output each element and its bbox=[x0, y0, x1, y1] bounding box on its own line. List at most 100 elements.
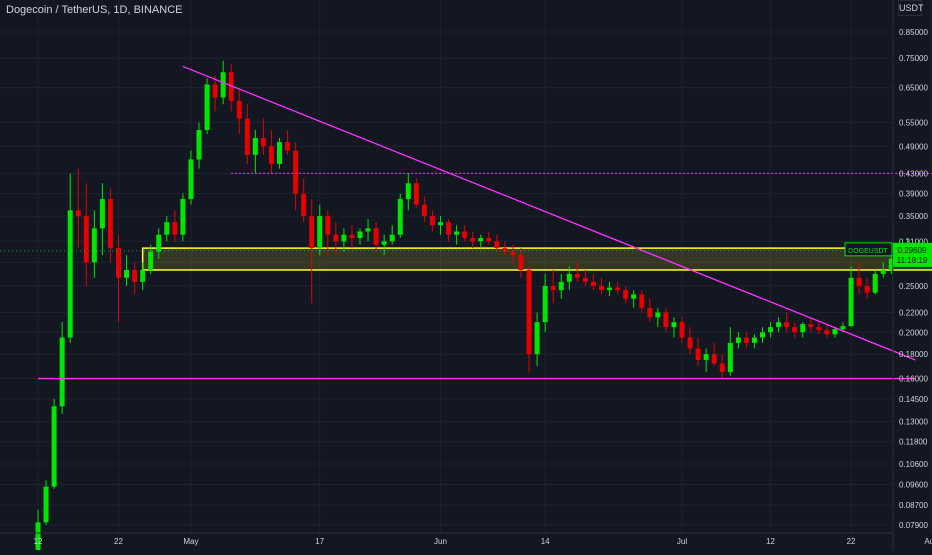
y-tick-label: 0.22000 bbox=[899, 308, 928, 317]
candle-body bbox=[631, 294, 637, 299]
price-tag-countdown: 11:18:19 bbox=[897, 256, 928, 265]
candle-body bbox=[671, 322, 677, 328]
candle-body bbox=[172, 222, 178, 235]
x-tick-label: Jun bbox=[434, 537, 447, 546]
candle-body bbox=[679, 322, 685, 338]
y-tick-label: 0.25000 bbox=[899, 282, 928, 291]
candle-body bbox=[381, 241, 387, 245]
candle-body bbox=[51, 406, 57, 487]
candle-body bbox=[558, 281, 564, 291]
candle-body bbox=[301, 193, 307, 217]
candle-body bbox=[848, 277, 854, 327]
candle-body bbox=[140, 269, 146, 282]
candle-body bbox=[518, 255, 524, 270]
x-tick-label: 22 bbox=[114, 537, 123, 546]
candle-body bbox=[510, 251, 516, 256]
candle-body bbox=[768, 327, 774, 333]
y-tick-label: 0.20000 bbox=[899, 328, 928, 337]
candle-body bbox=[663, 312, 669, 328]
candle-body bbox=[116, 248, 121, 278]
candle-body bbox=[808, 324, 814, 328]
x-tick-label: 17 bbox=[315, 537, 324, 546]
candle-body bbox=[268, 146, 274, 164]
candle-body bbox=[864, 285, 870, 293]
y-tick-label: 0.08700 bbox=[899, 501, 928, 510]
candle-body bbox=[486, 237, 492, 242]
y-tick-label: 0.09600 bbox=[899, 481, 928, 490]
candle-body bbox=[405, 183, 411, 200]
candle-body bbox=[727, 342, 733, 373]
candle-body bbox=[615, 287, 621, 291]
candle-body bbox=[792, 327, 798, 333]
trendlines-group: 0.43 bbox=[0, 65, 932, 380]
candle-body bbox=[784, 322, 790, 328]
candle-body bbox=[607, 287, 613, 291]
candle-body bbox=[816, 327, 822, 331]
candle-body bbox=[260, 138, 266, 147]
candle-body bbox=[623, 290, 629, 299]
candle-body bbox=[824, 330, 830, 335]
ticker-tag-label: DOGEUSDT bbox=[848, 248, 888, 255]
candle-body bbox=[687, 337, 693, 349]
candle-body bbox=[107, 199, 113, 249]
candle-body bbox=[550, 285, 556, 291]
x-tick-label: 22 bbox=[847, 537, 856, 546]
candle-body bbox=[204, 84, 210, 131]
candle-body bbox=[639, 294, 645, 308]
x-tick-label: Aug bbox=[924, 537, 932, 546]
candle-body bbox=[888, 258, 894, 270]
currency-button[interactable]: USDT bbox=[898, 0, 924, 16]
candle-body bbox=[228, 72, 234, 101]
candle-body bbox=[83, 216, 89, 263]
candle-body bbox=[647, 307, 653, 318]
candle-body bbox=[156, 234, 162, 252]
support-resistance-zone bbox=[141, 247, 932, 271]
candle-body bbox=[760, 332, 765, 338]
candle-body bbox=[333, 234, 339, 242]
grid-lines bbox=[0, 0, 932, 533]
candle-body bbox=[832, 329, 838, 335]
price-tag-box bbox=[893, 242, 932, 267]
y-tick-label: 0.43000 bbox=[899, 169, 928, 178]
candle-body bbox=[236, 100, 242, 119]
candle-body bbox=[711, 354, 717, 364]
y-tick-label: 0.35000 bbox=[899, 212, 928, 221]
candles-group bbox=[35, 60, 910, 555]
candle-body bbox=[244, 118, 250, 155]
candle-body bbox=[99, 199, 105, 229]
candle-body bbox=[438, 222, 443, 226]
candle-body bbox=[317, 216, 323, 249]
candle-body bbox=[590, 281, 596, 286]
candle-body bbox=[293, 150, 299, 194]
yellow-zone-layer bbox=[141, 247, 932, 271]
candle-body bbox=[446, 222, 452, 235]
candle-body bbox=[470, 237, 476, 242]
candle-body bbox=[196, 130, 202, 160]
candle-body bbox=[502, 248, 508, 252]
candle-body bbox=[743, 337, 749, 343]
y-tick-label: 0.14500 bbox=[899, 395, 928, 404]
y-tick-label: 0.13000 bbox=[899, 418, 928, 427]
symbol-legend: Dogecoin / TetherUS, 1D, BINANCE bbox=[6, 4, 183, 16]
y-tick-label: 0.85000 bbox=[899, 28, 928, 37]
candle-body bbox=[91, 228, 97, 263]
candle-body bbox=[478, 237, 484, 242]
y-tick-label: 0.75000 bbox=[899, 54, 928, 63]
candle-body bbox=[776, 322, 782, 328]
candle-body bbox=[454, 231, 460, 235]
y-tick-label: 0.10600 bbox=[899, 460, 928, 469]
candle-body bbox=[164, 222, 170, 235]
candle-body bbox=[148, 251, 154, 270]
x-tick-label: 12 bbox=[766, 537, 775, 546]
candle-body bbox=[252, 138, 258, 155]
candle-body bbox=[341, 234, 347, 242]
candle-body bbox=[735, 337, 741, 343]
candle-body bbox=[751, 337, 757, 343]
candle-body bbox=[397, 199, 403, 235]
candle-body bbox=[582, 277, 588, 282]
x-tick-label: 12 bbox=[34, 537, 43, 546]
candle-body bbox=[285, 142, 291, 151]
